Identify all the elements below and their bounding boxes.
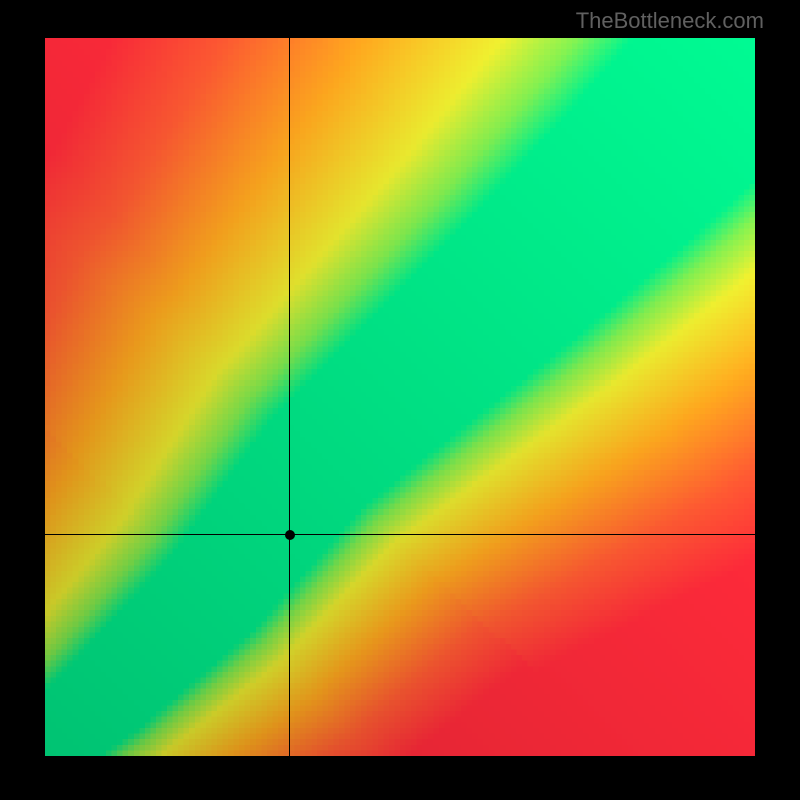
crosshair-horizontal	[45, 534, 755, 535]
watermark-text: TheBottleneck.com	[576, 8, 764, 34]
stage: TheBottleneck.com	[0, 0, 800, 800]
bottleneck-heatmap	[45, 38, 755, 756]
selection-marker	[285, 530, 295, 540]
crosshair-vertical	[289, 38, 290, 756]
